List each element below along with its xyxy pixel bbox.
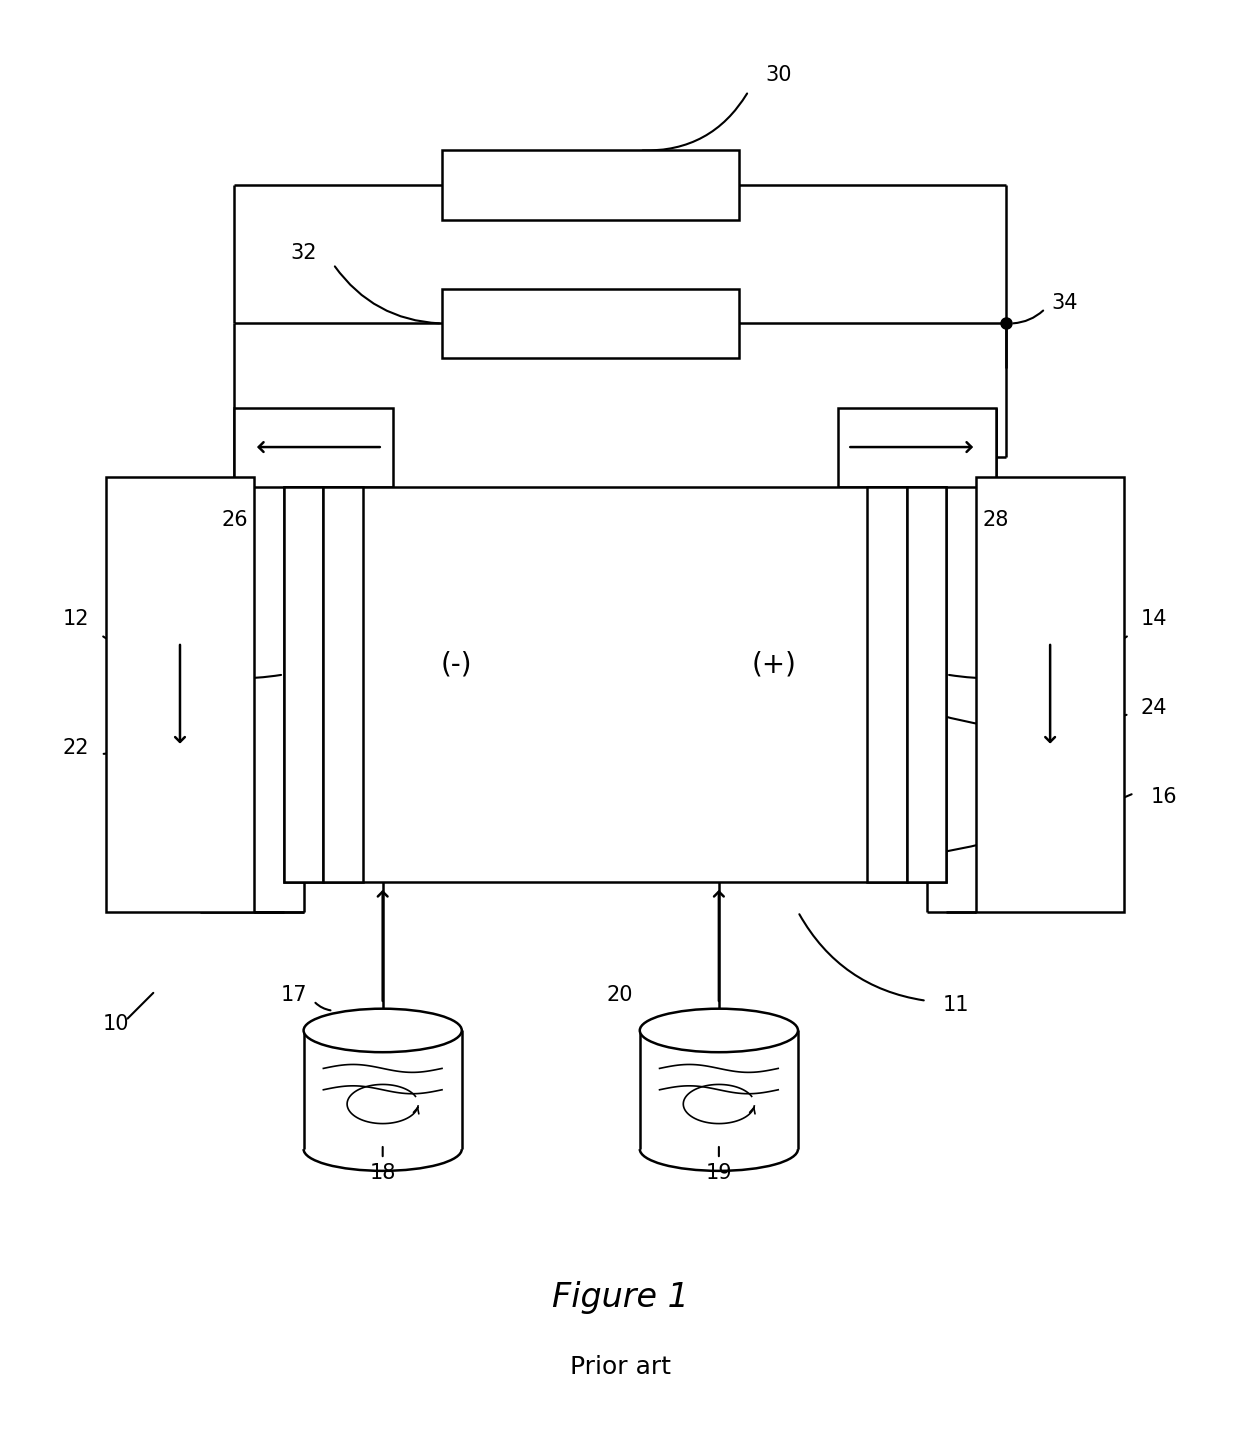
- Text: (-): (-): [440, 651, 471, 678]
- Text: Figure 1: Figure 1: [552, 1281, 688, 1314]
- Bar: [324, 486, 363, 882]
- Text: 17: 17: [280, 985, 308, 1005]
- Bar: [906, 486, 946, 882]
- Text: 32: 32: [290, 244, 317, 264]
- Text: 26: 26: [221, 511, 248, 531]
- Text: 34: 34: [1052, 293, 1079, 313]
- Bar: [441, 151, 739, 219]
- Text: 18: 18: [370, 1163, 396, 1183]
- Text: 20: 20: [606, 985, 634, 1005]
- Text: 10: 10: [103, 1014, 129, 1034]
- Bar: [105, 476, 254, 912]
- Text: 22: 22: [63, 737, 89, 757]
- Text: 19: 19: [706, 1163, 732, 1183]
- Bar: [284, 486, 946, 882]
- Bar: [234, 407, 393, 486]
- Ellipse shape: [304, 1008, 461, 1053]
- Text: (+): (+): [751, 651, 796, 678]
- Bar: [837, 407, 996, 486]
- Ellipse shape: [640, 1008, 799, 1053]
- Text: 16: 16: [1151, 787, 1177, 807]
- Bar: [976, 476, 1125, 912]
- Text: 24: 24: [1141, 698, 1167, 718]
- Bar: [284, 486, 324, 882]
- Bar: [441, 288, 739, 358]
- Text: 11: 11: [942, 995, 970, 1015]
- Text: 30: 30: [765, 65, 791, 85]
- Text: 14: 14: [1141, 609, 1167, 630]
- Bar: [867, 486, 906, 882]
- Text: 28: 28: [982, 511, 1009, 531]
- Text: 12: 12: [63, 609, 89, 630]
- Text: Prior art: Prior art: [569, 1355, 671, 1378]
